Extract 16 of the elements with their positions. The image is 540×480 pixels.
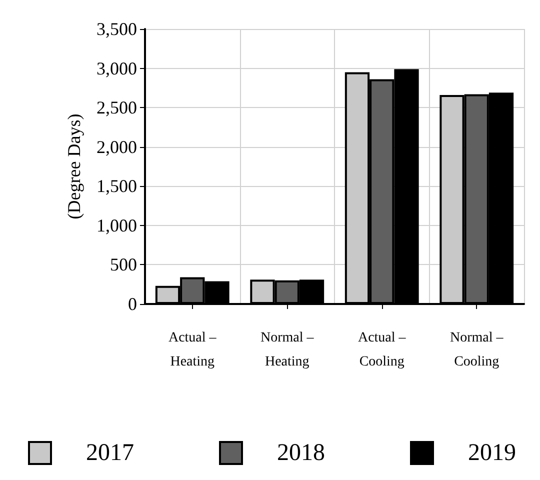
y-tick-label: 2,500 bbox=[96, 98, 137, 118]
y-tick-label: 500 bbox=[110, 254, 137, 275]
y-tick-label: 1,000 bbox=[96, 215, 137, 236]
legend-label: 2018 bbox=[277, 440, 325, 466]
x-tick-label: Actual – Cooling bbox=[358, 330, 407, 370]
y-tick-label: 1,500 bbox=[96, 176, 137, 196]
y-axis-title: (Degree Days) bbox=[64, 114, 84, 220]
x-tick-label: Normal – Cooling bbox=[450, 330, 504, 370]
y-tick-label: 3,000 bbox=[96, 58, 137, 78]
y-tick-label: 0 bbox=[128, 294, 137, 314]
x-tick-label: Normal – Heating bbox=[260, 330, 315, 370]
y-tick-label: 2,000 bbox=[96, 136, 137, 157]
legend-label: 2019 bbox=[468, 440, 516, 466]
y-tick-label: 3,500 bbox=[96, 19, 137, 39]
x-tick-label: Actual – Heating bbox=[168, 330, 218, 370]
legend-label: 2017 bbox=[86, 440, 134, 466]
